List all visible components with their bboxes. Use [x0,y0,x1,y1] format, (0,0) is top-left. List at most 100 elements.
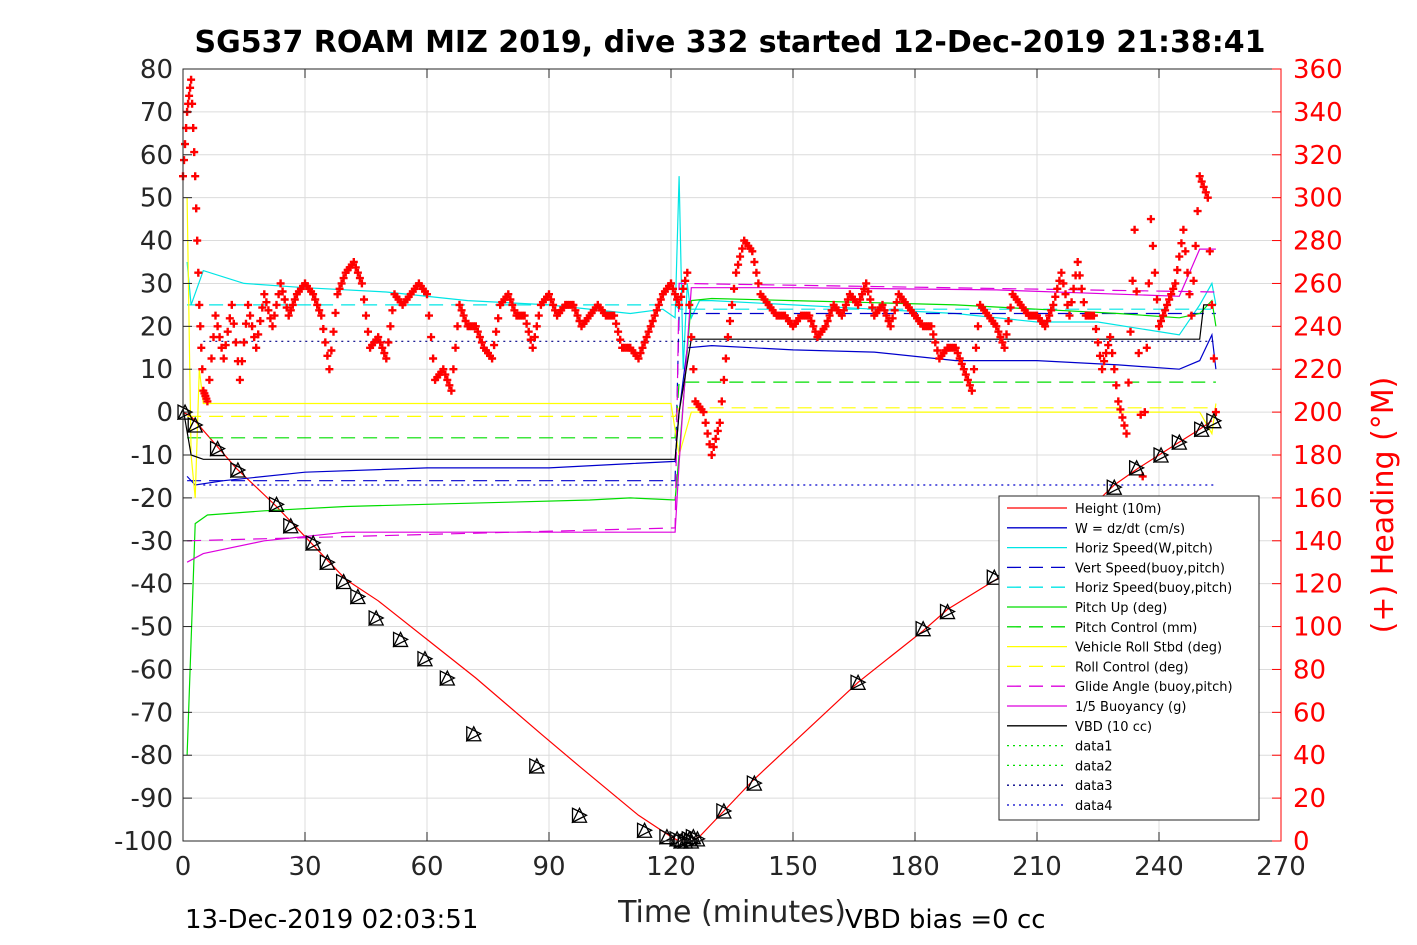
vbd-marker-right-triangle [915,620,932,637]
heading-marker [900,298,909,307]
heading-marker [307,287,316,296]
x-tick-label: 30 [288,852,321,882]
heading-marker [909,308,917,317]
heading-marker [196,322,205,331]
heading-marker [331,308,340,317]
vbd-marker-right-triangle [850,674,867,691]
heading-marker [317,311,326,320]
vbd-marker-right-triangle [1153,446,1170,464]
heading-marker [1100,357,1109,366]
vbd-marker-up-triangle [715,802,732,819]
vbd-marker-up-triangle [282,517,299,534]
heading-marker [329,327,338,336]
vbd-marker-right-triangle [335,573,353,590]
right-tick-label: 260 [1293,269,1343,299]
heading-marker [355,274,364,283]
heading-marker [957,359,966,368]
vbd-marker-up-triangle [439,669,456,686]
right-axis-tick-labels: 3603403203002802602402202001801601401201… [1293,55,1343,857]
heading-marker [963,375,972,384]
heading-marker [1063,300,1072,309]
heading-marker [198,365,207,374]
x-tick-label: 240 [1134,852,1184,882]
heading-marker [1187,311,1196,320]
heading-marker [223,327,232,336]
heading-marker [652,306,661,315]
heading-marker [650,311,659,320]
heading-marker [211,311,220,320]
vbd-marker-right-triangle [1106,479,1123,496]
heading-marker [705,440,714,449]
left-tick-label: 60 [140,141,173,171]
heading-marker [386,322,395,331]
legend-label: Pitch Up (deg) [1075,601,1167,616]
heading-marker [1161,306,1170,315]
heading-marker [746,244,755,253]
left-tick-label: 40 [140,227,173,257]
heading-marker [494,314,503,323]
heading-marker [1118,413,1127,422]
vbd-marker-up-triangle [392,630,409,648]
left-tick-label: 30 [140,269,173,299]
left-tick-label: 70 [140,98,173,128]
heading-marker [526,335,535,344]
heading-marker [378,343,387,352]
left-tick-label: -100 [114,827,173,857]
heading-marker [425,311,433,320]
left-tick-label: 80 [140,55,173,85]
legend-label: Vert Speed(buoy,pitch) [1075,561,1225,576]
heading-marker [1167,290,1176,299]
right-tick-label: 20 [1293,784,1326,814]
heading-marker [429,354,438,363]
right-tick-label: 300 [1293,184,1343,214]
heading-marker [1153,295,1161,304]
heading-marker [262,298,271,307]
heading-marker [276,279,285,288]
heading-marker [1150,268,1159,277]
heading-marker [681,276,690,285]
heading-marker [335,284,344,293]
heading-marker [1171,279,1180,288]
heading-marker [528,343,537,352]
heading-marker [1073,258,1082,266]
vbd-marker-right-triangle [392,631,410,648]
heading-marker [311,295,320,304]
heading-marker [207,354,216,363]
heading-marker [502,292,511,301]
vbd-marker-right-triangle [209,440,227,457]
heading-marker [719,375,728,384]
heading-marker [959,365,968,374]
heading-marker [636,349,645,358]
heading-marker [646,322,655,331]
heading-marker [1096,351,1104,360]
heading-marker [624,343,633,352]
heading-marker [965,381,974,390]
heading-marker [455,300,464,309]
heading-marker [427,333,436,342]
heading-marker [1110,365,1119,374]
vbd-marker-right-triangle [939,603,956,620]
heading-marker [1053,284,1062,293]
heading-marker [1142,343,1151,352]
heading-marker [187,75,196,84]
heading-marker [671,290,680,299]
x-axis-tick-labels: 0 30 60 90 120 150 180 210 240 270 [175,852,1306,882]
heading-marker [1199,182,1208,191]
heading-marker [1004,317,1013,325]
heading-marker [357,279,366,288]
heading-marker [181,140,189,149]
heading-marker [1185,290,1194,299]
heading-marker [1047,306,1056,315]
series-line-1-5-buoyancy-g [186,248,1216,563]
vbd-marker-right-triangle [1128,459,1146,476]
heading-marker [1144,279,1153,288]
heading-marker [288,300,297,309]
vbd-marker-right-triangle [466,725,483,742]
vbd-marker-right-triangle [529,757,546,774]
heading-marker [1169,284,1178,293]
heading-marker [685,300,694,309]
heading-marker [252,343,261,352]
heading-marker [280,295,289,304]
heading-marker [839,306,848,315]
vbd-marker-up-triangle [689,830,706,847]
